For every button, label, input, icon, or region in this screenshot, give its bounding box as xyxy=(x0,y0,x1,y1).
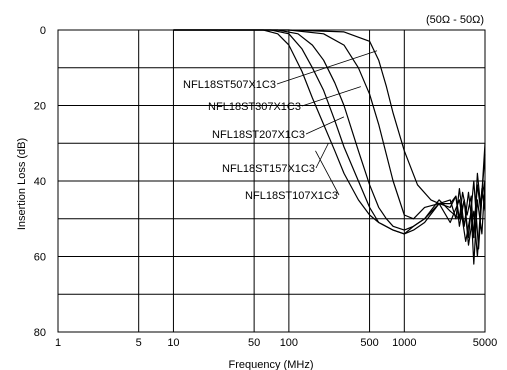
tick-labels: 1 5 10 50 100 500 1000 5000 0 20 40 60 80 xyxy=(34,25,497,349)
series-layer xyxy=(173,29,486,265)
plot-frame xyxy=(57,29,486,333)
y-tick-label: 20 xyxy=(34,101,46,113)
y-tick-label: 40 xyxy=(34,176,46,188)
x-tick-label: 10 xyxy=(167,337,179,349)
y-tick-label: 60 xyxy=(34,252,46,264)
x-tick-label: 100 xyxy=(280,337,298,349)
series-leader-line xyxy=(305,116,345,135)
x-tick-label: 1 xyxy=(55,337,61,349)
series-line xyxy=(173,29,486,265)
series-labels: NFL18ST507X1C3 NFL18ST307X1C3 NFL18ST207X1… xyxy=(183,50,378,202)
series-label: NFL18ST307X1C3 xyxy=(208,101,301,113)
x-tick-label: 50 xyxy=(248,337,260,349)
y-axis-title: Insertion Loss (dB) xyxy=(16,138,28,230)
series-leader-line xyxy=(301,86,361,107)
series-leader-line xyxy=(315,150,340,196)
series-label: NFL18ST157X1C3 xyxy=(222,163,315,175)
series-leader-line xyxy=(276,50,378,85)
impedance-annotation: (50Ω - 50Ω) xyxy=(426,14,484,26)
series-leader-line xyxy=(315,143,329,169)
series-line xyxy=(173,29,486,250)
x-tick-label: 5000 xyxy=(473,337,497,349)
x-axis-title: Frequency (MHz) xyxy=(229,359,314,370)
series-label: NFL18ST507X1C3 xyxy=(183,79,276,91)
x-tick-label: 5 xyxy=(136,337,142,349)
series-label: NFL18ST107X1C3 xyxy=(245,190,338,202)
y-tick-label: 80 xyxy=(34,327,46,339)
x-tick-label: 1000 xyxy=(392,337,416,349)
y-tick-label: 0 xyxy=(40,25,46,37)
x-tick-label: 500 xyxy=(360,337,378,349)
series-label: NFL18ST207X1C3 xyxy=(212,129,305,141)
